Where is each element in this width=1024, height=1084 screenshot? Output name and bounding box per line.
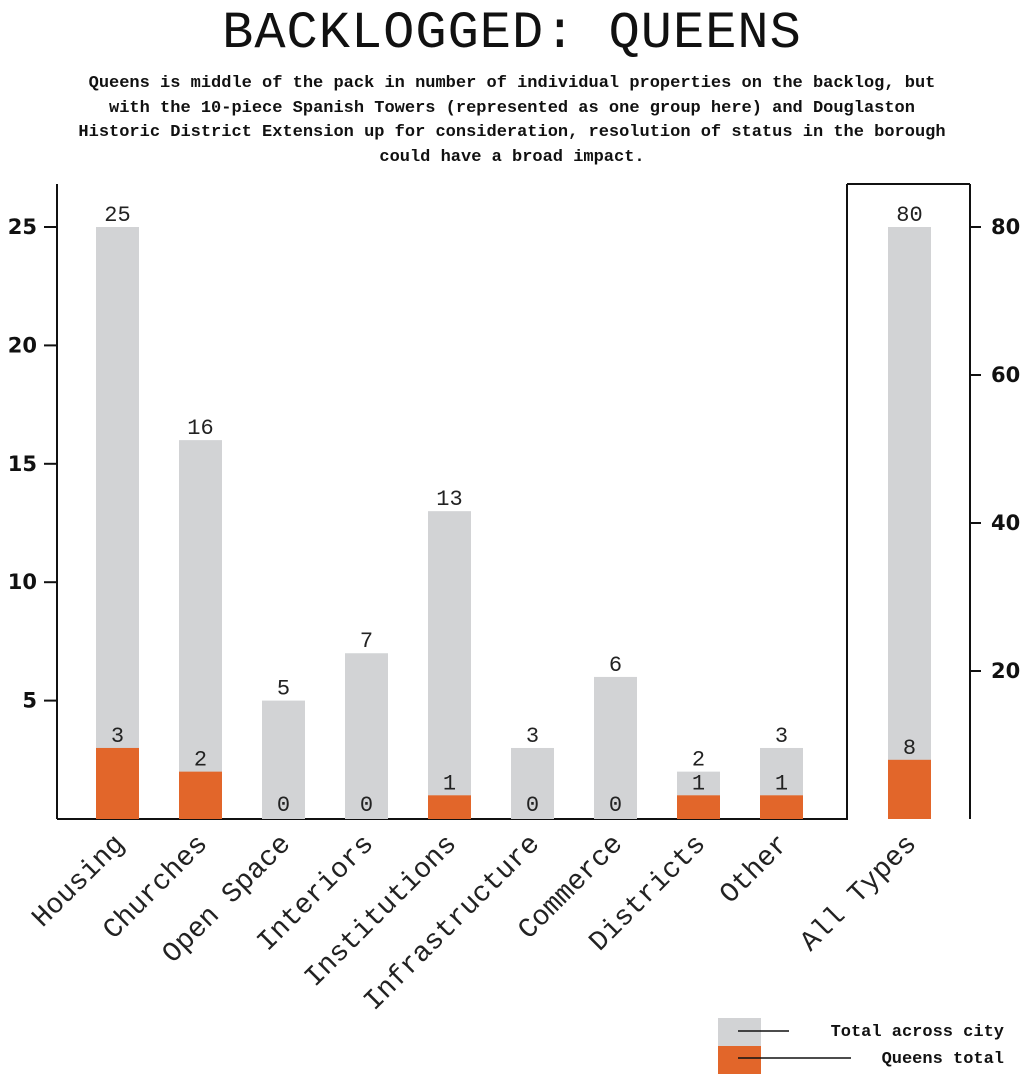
data-label-total: 3 [775,724,788,749]
data-label-total: 80 [896,203,922,228]
bar-queens-all [888,759,931,819]
y-tick-label: 15 [8,452,37,476]
category-label: All Types [795,829,924,958]
right-y-tick-label: 40 [991,511,1020,535]
bar-total-all [888,227,931,819]
y-tick-label: 20 [8,333,37,357]
legend-swatch-queens [718,1046,761,1074]
data-label-queens: 1 [443,771,456,796]
legend-label-total: Total across city [831,1023,1004,1042]
summary-panel: 20 40 60 80 80 8 [846,183,1020,819]
data-label-total: 7 [360,629,373,654]
bar-queens [96,747,139,819]
data-label-queens: 0 [526,793,539,818]
y-tick-label: 5 [22,689,37,713]
data-label-queens: 2 [194,748,207,773]
bar-total [594,676,637,819]
data-label-total: 25 [104,203,130,228]
bar-total [428,511,471,819]
bar-total [262,700,305,819]
y-tick-label: 25 [8,215,37,239]
data-label-queens: 0 [277,793,290,818]
data-label-total: 3 [526,724,539,749]
data-label-queens: 3 [111,724,124,749]
legend-swatch-total [718,1018,761,1046]
bar-queens [760,795,803,819]
chart-subtitle: Queens is middle of the pack in number o… [78,74,946,167]
category-label: Other [715,829,796,910]
right-y-tick-label: 20 [991,659,1020,683]
legend: Total across city Queens total [718,1018,1004,1074]
bar-total [345,653,388,819]
bar-queens [677,795,720,819]
right-y-tick-label: 60 [991,363,1020,387]
bar-total [179,440,222,819]
y-tick-label: 10 [8,570,37,594]
bar-total [511,747,554,819]
data-label-total: 2 [692,748,705,773]
data-label-queens: 1 [775,771,788,796]
data-label-total: 6 [609,653,622,678]
data-label-total: 16 [187,416,213,441]
bar-queens [428,795,471,819]
bar-total [96,227,139,819]
chart-title: BACKLOGGED: QUEENS [222,4,802,63]
legend-label-queens: Queens total [882,1050,1004,1069]
data-label-queens: 8 [903,736,916,761]
data-label-total: 5 [277,677,290,702]
data-label-total: 13 [436,487,462,512]
data-label-queens: 0 [360,793,373,818]
right-y-tick-label: 80 [991,215,1020,239]
data-label-queens: 0 [609,793,622,818]
bar-queens [179,771,222,819]
category-label: Institutions [299,829,464,994]
data-label-queens: 1 [692,771,705,796]
